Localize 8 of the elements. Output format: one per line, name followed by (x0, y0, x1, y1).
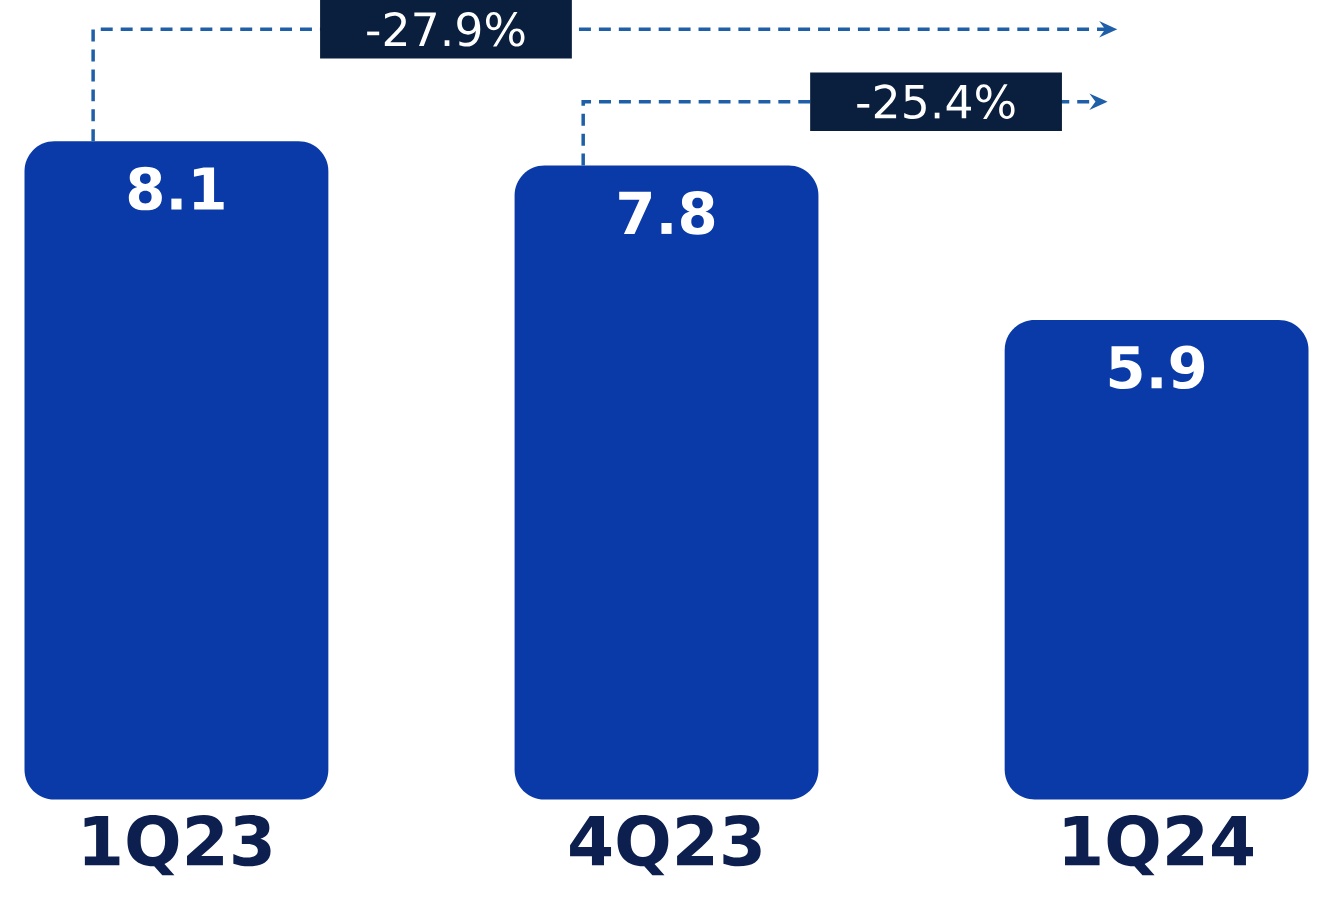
x-tick-label: 1Q24 (1064, 815, 1253, 876)
x-tick-label: 4Q23 (570, 815, 761, 876)
data-label: 8.1 (128, 166, 224, 211)
x-tick-label: 1Q23 (84, 815, 271, 876)
data-label: 7.8 (619, 191, 715, 235)
text: -25.4% (857, 84, 1015, 120)
text: -27.9% (367, 12, 525, 47)
data-label: 5.9 (1109, 345, 1205, 390)
